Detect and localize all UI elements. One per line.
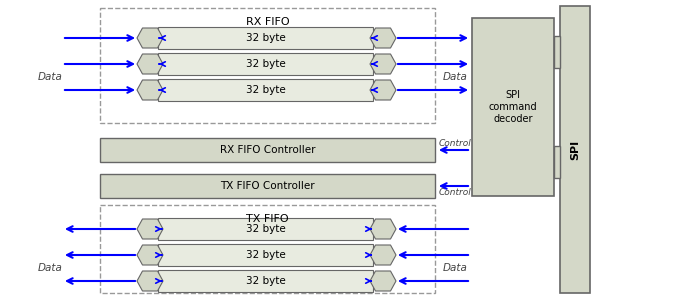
Text: Data: Data <box>442 263 467 273</box>
Text: Control: Control <box>439 139 472 148</box>
Polygon shape <box>370 271 396 291</box>
Polygon shape <box>137 219 163 239</box>
Polygon shape <box>137 54 163 74</box>
Polygon shape <box>370 80 396 100</box>
Polygon shape <box>370 54 396 74</box>
Polygon shape <box>137 80 163 100</box>
Text: Data: Data <box>37 72 62 82</box>
Text: 32 byte: 32 byte <box>246 59 286 69</box>
Text: RX FIFO Controller: RX FIFO Controller <box>219 145 315 155</box>
Text: 32 byte: 32 byte <box>246 224 286 234</box>
Text: Control: Control <box>439 188 472 197</box>
Polygon shape <box>137 28 163 48</box>
Bar <box>554 36 560 68</box>
Bar <box>158 218 373 240</box>
Bar <box>560 6 590 293</box>
Bar <box>158 244 373 266</box>
Bar <box>472 18 554 196</box>
Text: 32 byte: 32 byte <box>246 85 286 95</box>
Text: SPI
command
decoder: SPI command decoder <box>489 90 538 123</box>
Polygon shape <box>370 219 396 239</box>
Text: 32 byte: 32 byte <box>246 250 286 260</box>
Bar <box>158 53 373 75</box>
Bar <box>554 146 560 178</box>
Bar <box>158 270 373 292</box>
Text: TX FIFO: TX FIFO <box>246 214 289 224</box>
Text: 32 byte: 32 byte <box>246 33 286 43</box>
Bar <box>100 205 435 293</box>
Bar <box>100 174 435 198</box>
Polygon shape <box>137 271 163 291</box>
Bar <box>100 138 435 162</box>
Polygon shape <box>137 245 163 265</box>
Text: Data: Data <box>37 263 62 273</box>
Text: TX FIFO Controller: TX FIFO Controller <box>220 181 315 191</box>
Bar <box>100 8 435 123</box>
Text: SPI: SPI <box>570 139 580 160</box>
Text: 32 byte: 32 byte <box>246 276 286 286</box>
Polygon shape <box>370 28 396 48</box>
Bar <box>158 79 373 101</box>
Text: Data: Data <box>442 72 467 82</box>
Polygon shape <box>370 245 396 265</box>
Text: RX FIFO: RX FIFO <box>246 17 289 27</box>
Bar <box>158 27 373 49</box>
